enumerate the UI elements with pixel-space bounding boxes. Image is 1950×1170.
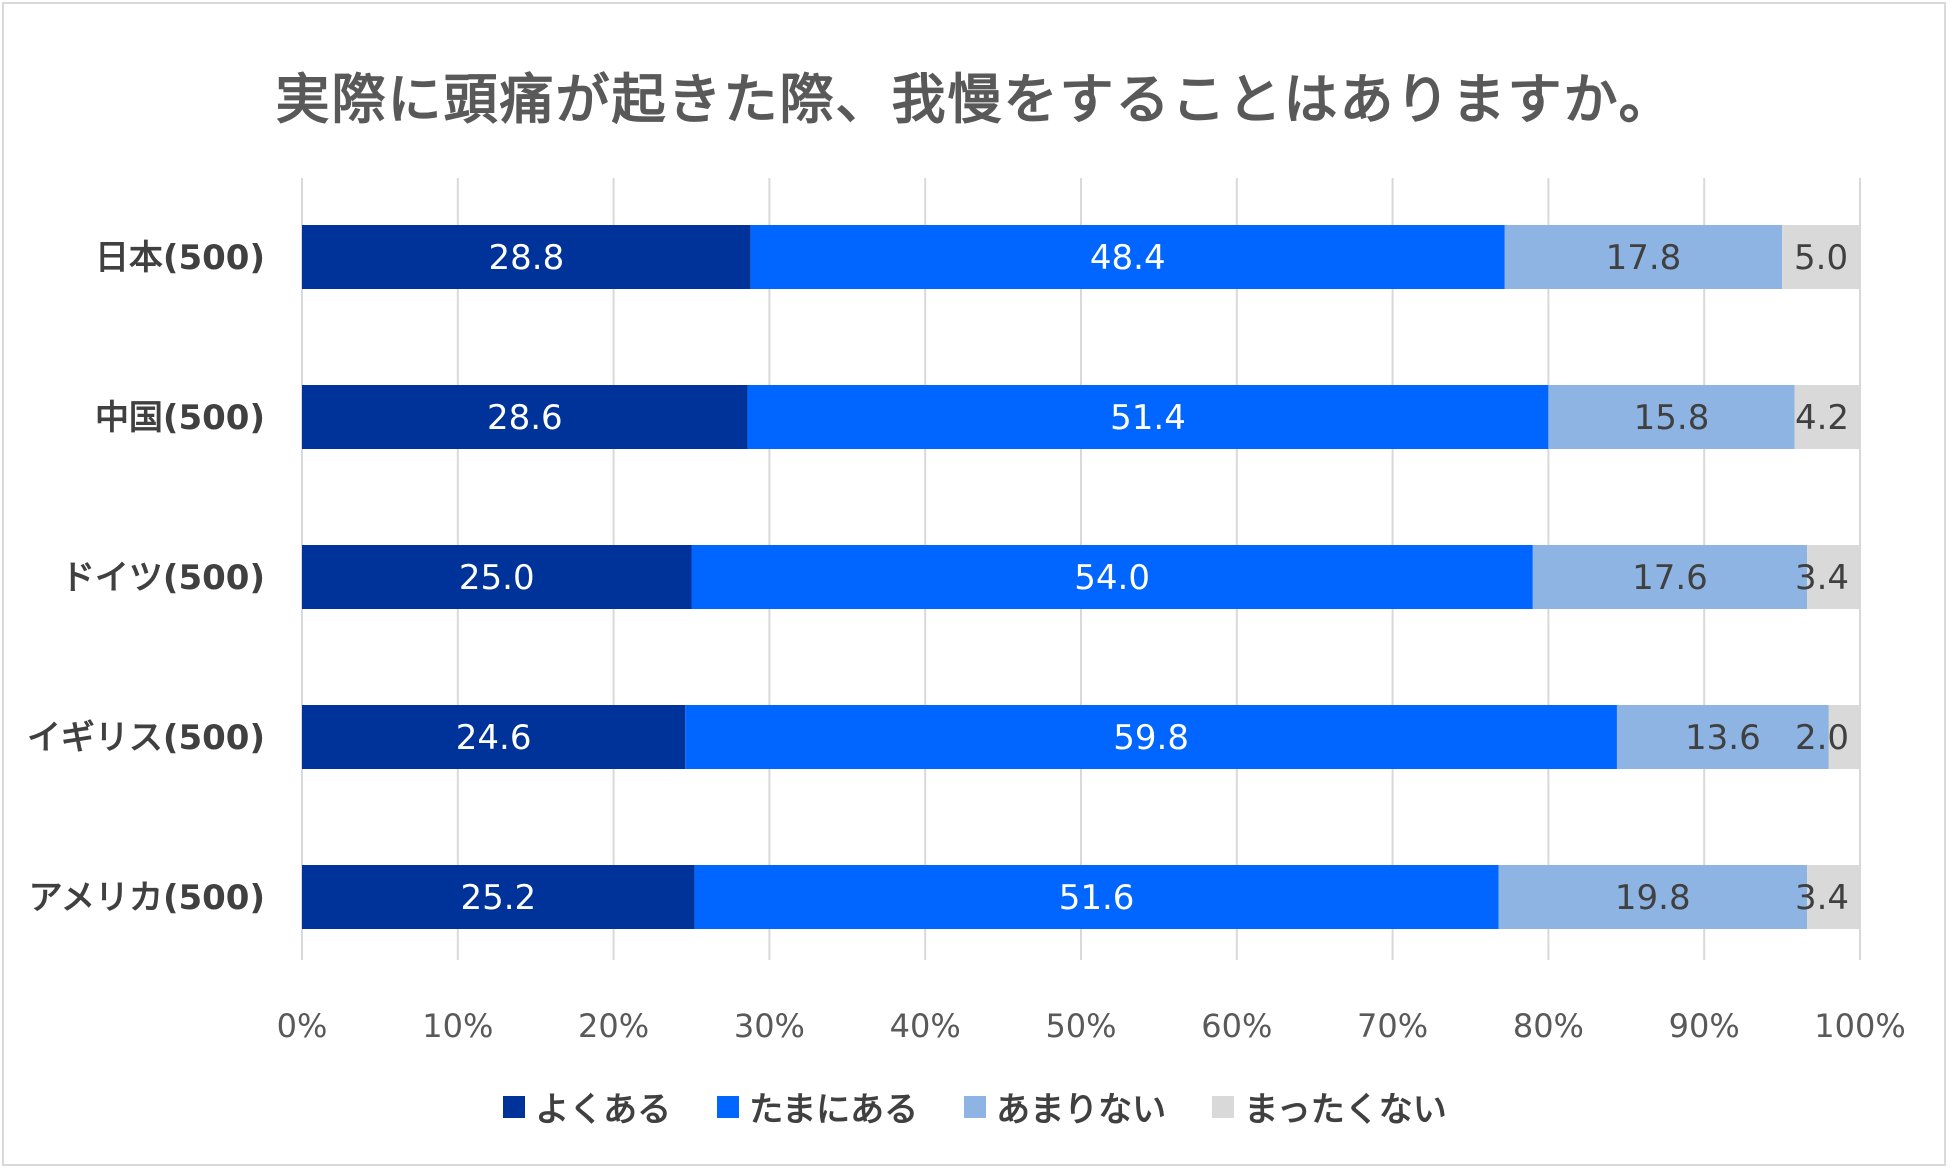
bar-segment bbox=[685, 705, 1617, 769]
x-tick-label: 0% bbox=[277, 1007, 328, 1045]
y-category-label: 日本(500) bbox=[95, 238, 265, 278]
legend-label: よくある bbox=[535, 1090, 672, 1130]
legend-label: まったくない bbox=[1244, 1090, 1447, 1130]
x-tick-label: 20% bbox=[578, 1007, 649, 1045]
legend-swatch bbox=[503, 1095, 526, 1118]
bar-segment bbox=[1828, 705, 1860, 769]
bar-segment bbox=[1782, 225, 1860, 289]
bar-segment bbox=[1498, 865, 1808, 929]
bar-segment bbox=[1504, 225, 1783, 289]
bar-segment bbox=[750, 225, 1505, 289]
data-label: 15.8 bbox=[1634, 398, 1710, 438]
data-label: 25.0 bbox=[459, 558, 535, 598]
bar-segment bbox=[1807, 865, 1860, 929]
data-label: 3.4 bbox=[1795, 558, 1849, 598]
bar-segment bbox=[747, 385, 1549, 449]
data-label: 28.6 bbox=[487, 398, 563, 438]
data-label: 13.6 bbox=[1685, 718, 1761, 758]
bar-segment bbox=[302, 865, 695, 929]
data-label: 51.4 bbox=[1110, 398, 1186, 438]
x-tick-label: 80% bbox=[1513, 1007, 1584, 1045]
x-tick-label: 70% bbox=[1357, 1007, 1428, 1045]
data-label: 2.0 bbox=[1795, 718, 1849, 758]
bar-segment bbox=[302, 705, 686, 769]
x-tick-label: 10% bbox=[422, 1007, 493, 1045]
x-tick-label: 60% bbox=[1201, 1007, 1272, 1045]
data-label: 59.8 bbox=[1113, 718, 1189, 758]
y-category-label: イギリス(500) bbox=[27, 718, 265, 758]
data-label: 17.8 bbox=[1606, 238, 1682, 278]
legend-swatch bbox=[717, 1095, 740, 1118]
x-tick-label: 40% bbox=[890, 1007, 961, 1045]
legend-item: よくある bbox=[503, 1082, 671, 1131]
data-label: 54.0 bbox=[1074, 558, 1150, 598]
x-tick-label: 50% bbox=[1045, 1007, 1116, 1045]
y-category-label: ドイツ(500) bbox=[61, 558, 265, 598]
bar-segment bbox=[1616, 705, 1829, 769]
data-label: 48.4 bbox=[1090, 238, 1166, 278]
data-label: 19.8 bbox=[1615, 878, 1691, 918]
data-label: 25.2 bbox=[460, 878, 536, 918]
bar-segment bbox=[302, 225, 751, 289]
data-label: 4.2 bbox=[1795, 398, 1849, 438]
data-label: 17.6 bbox=[1632, 558, 1708, 598]
bar-segment bbox=[691, 545, 1533, 609]
bar-segment bbox=[302, 545, 692, 609]
y-category-label: 中国(500) bbox=[95, 398, 265, 438]
x-tick-label: 100% bbox=[1814, 1007, 1905, 1045]
bar-segment bbox=[302, 385, 748, 449]
legend: よくある たまにある あまりない まったくない bbox=[0, 1082, 1950, 1131]
data-label: 28.8 bbox=[489, 238, 565, 278]
data-label: 5.0 bbox=[1794, 238, 1848, 278]
legend-label: たまにある bbox=[749, 1090, 919, 1130]
y-category-label: アメリカ(500) bbox=[29, 878, 265, 918]
bar-segment bbox=[1548, 385, 1795, 449]
bar-segment bbox=[1794, 385, 1860, 449]
chart-title: 実際に頭痛が起きた際、我慢をすることはありますか。 bbox=[275, 68, 1675, 131]
legend-label: あまりない bbox=[996, 1090, 1167, 1130]
legend-swatch bbox=[1212, 1095, 1235, 1118]
legend-item: たまにある bbox=[717, 1082, 918, 1131]
legend-swatch bbox=[964, 1095, 987, 1118]
bar-segment bbox=[1532, 545, 1808, 609]
bar-segment bbox=[1807, 545, 1860, 609]
x-tick-label: 90% bbox=[1669, 1007, 1740, 1045]
data-label: 51.6 bbox=[1059, 878, 1135, 918]
data-label: 24.6 bbox=[456, 718, 532, 758]
x-tick-label: 30% bbox=[734, 1007, 805, 1045]
bar-segment bbox=[694, 865, 1499, 929]
legend-item: まったくない bbox=[1212, 1082, 1447, 1131]
data-label: 3.4 bbox=[1795, 878, 1849, 918]
legend-item: あまりない bbox=[964, 1082, 1166, 1131]
